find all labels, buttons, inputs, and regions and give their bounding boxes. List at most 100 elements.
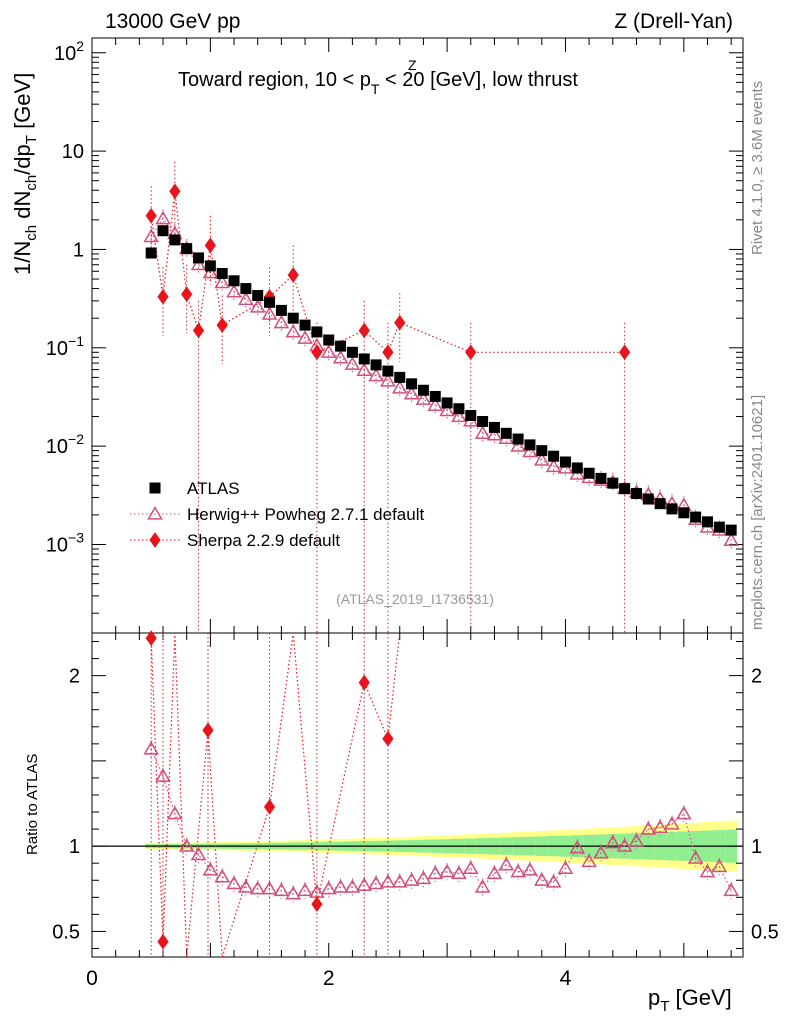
atlas-point — [370, 359, 382, 371]
sherpa-point — [311, 344, 323, 361]
atlas-point — [323, 334, 335, 346]
herwig-ratio-point — [238, 879, 254, 893]
x-axis-label: pT [GeV] — [648, 985, 732, 1015]
herwig-ratio-point — [486, 865, 503, 880]
herwig-ratio-point — [320, 880, 337, 895]
herwig-point — [403, 385, 420, 400]
herwig-point — [380, 372, 396, 387]
header-right: Z (Drell-Yan) — [614, 10, 733, 33]
main-panel: 102 10 1 10−1 10−2 10−3 — [46, 37, 744, 957]
ratio-panel: 0 2 4 2 2 1 1 0.5 0.5 — [52, 630, 779, 990]
rivet-version-label: Rivet 4.1.0, ≥ 3.6M events — [749, 81, 766, 255]
herwig-point — [155, 210, 171, 225]
atlas-point — [583, 467, 595, 479]
herwig-ratio-point — [569, 839, 586, 854]
herwig-ratio-point — [368, 875, 384, 890]
herwig-ratio-point — [605, 834, 621, 849]
herwig-point — [439, 402, 455, 417]
atlas-point — [477, 416, 489, 428]
herwig-point — [415, 391, 432, 405]
atlas-point — [181, 243, 193, 255]
herwig-ratio-point — [143, 740, 159, 755]
herwig-point — [285, 323, 302, 338]
atlas-point — [228, 275, 240, 287]
sherpa-point — [382, 344, 394, 361]
atlas-point — [204, 260, 216, 272]
herwig-ratio-point — [462, 860, 479, 874]
y-tick-label: 10 — [62, 141, 84, 163]
sherpa-point — [181, 286, 193, 303]
herwig-ratio-point — [699, 863, 716, 878]
plot-title-sup: Z — [408, 57, 417, 73]
legend-marker-sherpa — [149, 532, 161, 548]
analysis-watermark: (ATLAS_2019_I1736531) — [336, 591, 494, 607]
herwig-ratio-point — [202, 862, 219, 876]
atlas-point — [193, 252, 205, 264]
atlas-point — [465, 409, 477, 421]
atlas-point — [264, 296, 276, 308]
atlas-point — [654, 498, 666, 510]
y-tick-label: 10−3 — [46, 529, 84, 556]
herwig-ratio-point — [451, 865, 467, 880]
sherpa-point — [192, 322, 205, 339]
atlas-point — [630, 487, 642, 499]
herwig-ratio-point — [664, 815, 680, 830]
y-tick-label: 1 — [73, 239, 84, 261]
herwig-ratio-point — [178, 838, 195, 852]
sherpa-point — [287, 267, 299, 283]
herwig-ratio-point — [167, 805, 183, 820]
herwig-ratio-point — [214, 868, 230, 883]
ratio-tick-label-right: 1 — [751, 836, 762, 858]
atlas-point — [619, 483, 631, 495]
herwig-ratio-point — [474, 879, 491, 893]
ratio-frame — [91, 632, 744, 958]
atlas-point — [216, 267, 228, 279]
herwig-point — [427, 397, 444, 411]
herwig-point — [238, 291, 254, 306]
herwig-point — [261, 306, 278, 320]
herwig-point — [533, 452, 550, 466]
herwig-ratio-point — [190, 846, 207, 861]
atlas-point — [299, 319, 311, 331]
atlas-point — [275, 304, 287, 316]
atlas-point — [394, 371, 406, 383]
herwig-point — [297, 330, 313, 344]
herwig-point — [368, 367, 384, 382]
herwig-ratio-point — [533, 872, 550, 886]
herwig-ratio-point — [522, 862, 538, 876]
plot-title-sub: T — [371, 81, 380, 97]
herwig-point — [391, 379, 408, 394]
legend-label: Sherpa 2.2.9 default — [187, 531, 340, 550]
herwig-ratio-point — [593, 844, 609, 859]
herwig-ratio-point — [380, 873, 396, 888]
atlas-point — [666, 503, 678, 515]
herwig-ratio-point — [415, 870, 432, 885]
atlas-point — [536, 445, 548, 457]
sherpa-point — [358, 322, 370, 339]
sherpa-ratio-point — [263, 799, 276, 815]
sherpa-ratio-point — [202, 722, 214, 739]
atlas-point — [607, 477, 619, 489]
herwig-ratio-point — [427, 865, 444, 880]
atlas-point — [240, 283, 252, 295]
y-tick-label: 10−1 — [46, 333, 84, 360]
herwig-point — [356, 362, 373, 376]
ratio-tick-label-right: 2 — [751, 666, 762, 688]
herwig-ratio-point — [403, 872, 420, 886]
plot-title-main: Toward region, 10 < p — [178, 69, 371, 91]
herwig-point — [510, 438, 526, 452]
sherpa-ratio-point — [311, 896, 323, 912]
herwig-point — [214, 274, 230, 289]
herwig-point — [545, 458, 562, 473]
herwig-ratio-point — [498, 856, 515, 871]
herwig-ratio-point — [711, 858, 728, 873]
sherpa-ratio-point — [358, 674, 370, 691]
sherpa-point — [145, 207, 157, 224]
sherpa-ratio-point — [157, 933, 169, 950]
herwig-ratio-point — [545, 873, 562, 888]
x-tick-label: 4 — [560, 967, 572, 990]
atlas-point — [287, 312, 299, 324]
herwig-ratio-point — [652, 819, 668, 834]
herwig-point — [226, 283, 242, 298]
